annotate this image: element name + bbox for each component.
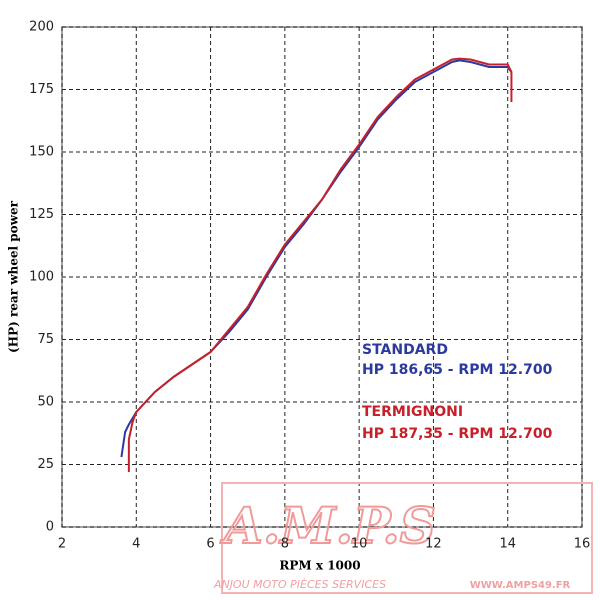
y-tick-label: 100 <box>29 270 54 285</box>
watermark-logo: A.M.P.S <box>220 496 436 555</box>
line <box>120 59 513 458</box>
x-tick-label: 2 <box>58 537 66 552</box>
y-tick-label: 25 <box>37 457 54 472</box>
x-tick-label: 16 <box>574 537 591 552</box>
x-tick-label: 6 <box>206 537 214 552</box>
watermark-url: WWW.AMPS49.FR <box>470 580 571 591</box>
x-tick-label: 10 <box>351 537 368 552</box>
y-tick-label: 175 <box>29 82 54 97</box>
y-tick-label: 0 <box>46 520 54 535</box>
x-tick-label: 4 <box>132 537 140 552</box>
line <box>127 57 513 472</box>
watermark-frame <box>221 482 593 594</box>
x-tick-label: 12 <box>425 537 442 552</box>
watermark-subtitle: ANJOU MOTO PIÈCES SERVICES <box>213 578 386 591</box>
y-tick-label: 150 <box>29 145 54 160</box>
x-tick-label: 8 <box>281 537 289 552</box>
x-axis-label: RPM x 1000 <box>279 559 360 573</box>
y-axis-label: (HP) rear wheel power <box>7 200 21 353</box>
y-tick-label: 200 <box>29 20 54 35</box>
y-tick-label: 75 <box>37 332 54 347</box>
y-tick-label: 125 <box>29 207 54 222</box>
y-tick-label: 50 <box>37 395 54 410</box>
legend-label: STANDARD <box>362 342 448 358</box>
x-tick-label: 14 <box>499 537 516 552</box>
annotation: HP 186,65 - RPM 12.700 <box>362 362 553 378</box>
annotation: HP 187,35 - RPM 12.700 <box>362 426 553 442</box>
legend-label: TERMIGNONI <box>362 404 463 420</box>
